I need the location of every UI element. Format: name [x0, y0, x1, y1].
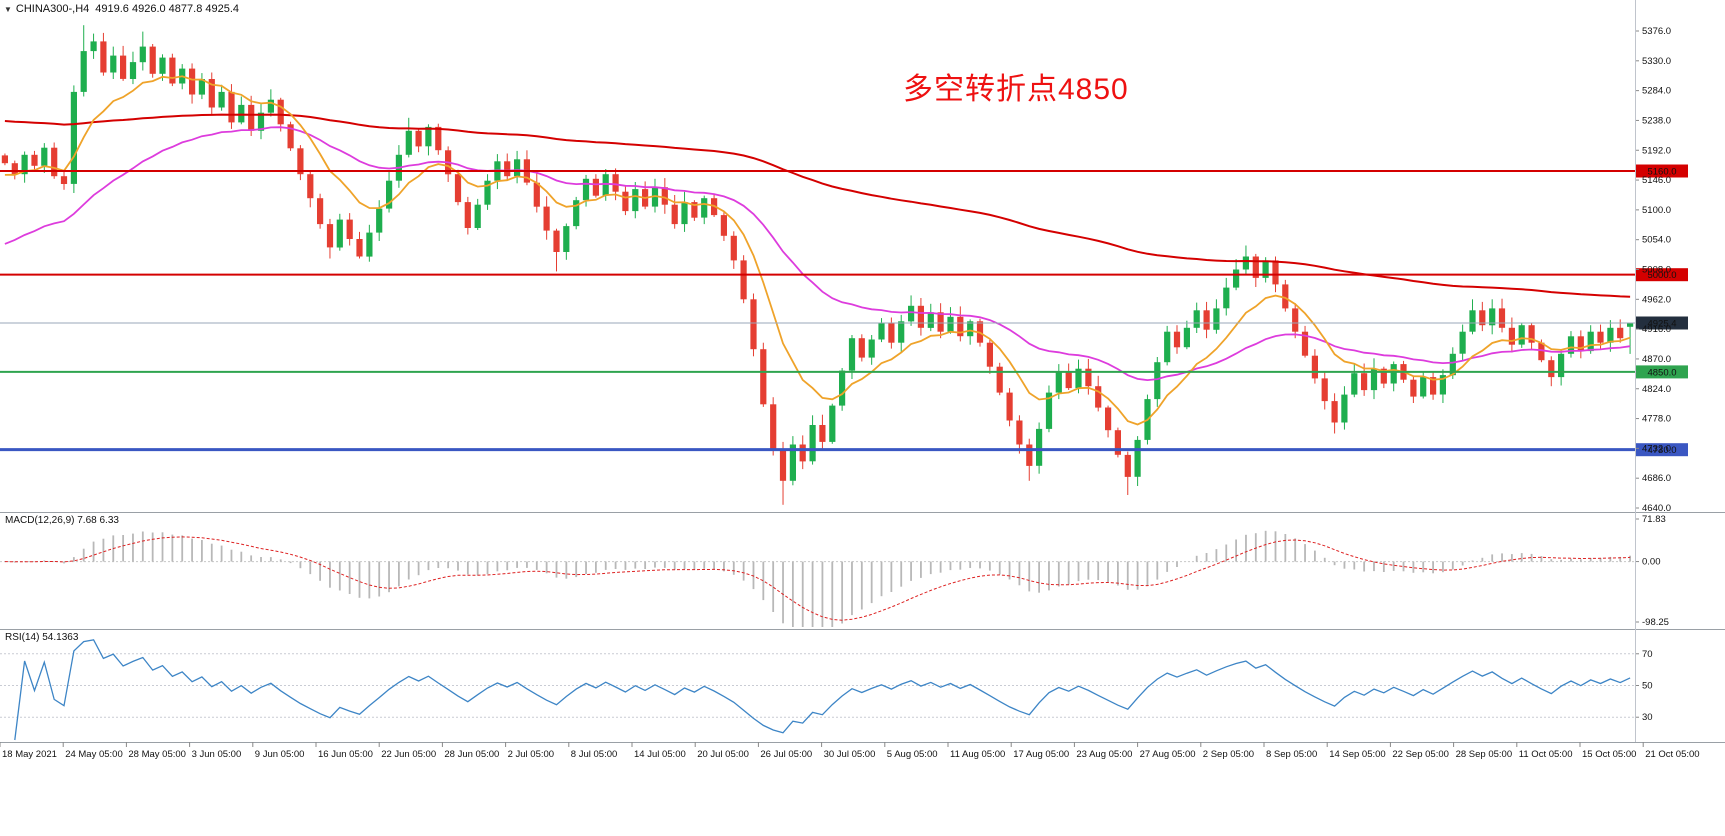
svg-text:5284.0: 5284.0: [1642, 86, 1671, 97]
svg-text:23 Aug 05:00: 23 Aug 05:00: [1076, 749, 1132, 760]
svg-text:28 Sep 05:00: 28 Sep 05:00: [1456, 749, 1513, 760]
svg-text:4824.0: 4824.0: [1642, 384, 1671, 395]
svg-text:14 Sep 05:00: 14 Sep 05:00: [1329, 749, 1386, 760]
svg-text:20 Jul 05:00: 20 Jul 05:00: [697, 749, 749, 760]
svg-text:5146.0: 5146.0: [1642, 175, 1671, 186]
time-axis: 18 May 2021 24 May 05:00 28 May 05:00 3 Jun…: [0, 742, 1700, 760]
svg-text:4730.0: 4730.0: [1647, 445, 1676, 456]
svg-text:4732.0: 4732.0: [1642, 443, 1671, 454]
svg-text:5008.0: 5008.0: [1642, 265, 1671, 276]
svg-text:27 Aug 05:00: 27 Aug 05:00: [1140, 749, 1196, 760]
panel-separators: [0, 0, 1725, 743]
chevron-down-icon[interactable]: ▼: [4, 5, 12, 14]
price-tag: 5160.0: [1636, 164, 1688, 178]
svg-text:2 Sep 05:00: 2 Sep 05:00: [1203, 749, 1254, 760]
price-tag: 4925.4: [1636, 316, 1688, 330]
quote-ohlc-values: 4919.6 4926.0 4877.8 4925.4: [95, 3, 240, 15]
svg-text:22 Sep 05:00: 22 Sep 05:00: [1392, 749, 1449, 760]
svg-text:26 Jul 05:00: 26 Jul 05:00: [760, 749, 812, 760]
svg-text:28 Jun 05:00: 28 Jun 05:00: [444, 749, 499, 760]
svg-text:30: 30: [1642, 712, 1653, 723]
svg-text:3 Jun 05:00: 3 Jun 05:00: [192, 749, 242, 760]
svg-text:30 Jul 05:00: 30 Jul 05:00: [824, 749, 876, 760]
svg-text:8 Sep 05:00: 8 Sep 05:00: [1266, 749, 1317, 760]
candles-layer: [1, 25, 1634, 505]
svg-text:5100.0: 5100.0: [1642, 205, 1671, 216]
ma-slow-red-line: [4, 113, 1631, 298]
svg-text:4916.0: 4916.0: [1642, 324, 1671, 335]
svg-text:22 Jun 05:00: 22 Jun 05:00: [381, 749, 436, 760]
svg-text:17 Aug 05:00: 17 Aug 05:00: [1013, 749, 1069, 760]
svg-text:15 Oct 05:00: 15 Oct 05:00: [1582, 749, 1636, 760]
annotation-text[interactable]: 多空转折点4850: [903, 73, 1129, 106]
svg-text:4778.0: 4778.0: [1642, 414, 1671, 425]
svg-text:8 Jul 05:00: 8 Jul 05:00: [571, 749, 617, 760]
svg-text:16 Jun 05:00: 16 Jun 05:00: [318, 749, 373, 760]
rsi-levels: 70 50 30: [0, 649, 1653, 723]
quote-line: ▼ CHINA300-,H4 4919.6 4926.0 4877.8 4925.4: [4, 3, 239, 15]
ma-fast-orange-line: [4, 75, 1631, 426]
svg-text:21 Oct 05:00: 21 Oct 05:00: [1645, 749, 1699, 760]
svg-text:5238.0: 5238.0: [1642, 115, 1671, 126]
svg-text:4870.0: 4870.0: [1642, 354, 1671, 365]
macd-axis: 71.83 0.00 -98.25: [1635, 514, 1669, 628]
price-tag: 4730.0: [1636, 443, 1688, 457]
svg-text:50: 50: [1642, 681, 1653, 692]
rsi-indicator-label: RSI(14) 54.1363: [5, 632, 79, 643]
svg-text:24 May 05:00: 24 May 05:00: [65, 749, 123, 760]
svg-text:5192.0: 5192.0: [1642, 145, 1671, 156]
svg-text:2 Jul 05:00: 2 Jul 05:00: [508, 749, 554, 760]
svg-text:71.83: 71.83: [1642, 514, 1666, 525]
svg-text:5330.0: 5330.0: [1642, 56, 1671, 67]
svg-text:5 Aug 05:00: 5 Aug 05:00: [887, 749, 938, 760]
svg-text:11 Oct 05:00: 11 Oct 05:00: [1519, 749, 1573, 760]
symbol-period-label: CHINA300-,H4: [15, 3, 90, 15]
svg-text:4640.0: 4640.0: [1642, 503, 1671, 514]
rsi-line: [14, 639, 1631, 741]
price-tag: 5000.0: [1636, 268, 1688, 282]
svg-text:5054.0: 5054.0: [1642, 235, 1671, 246]
price-tag: 4850.0: [1636, 365, 1688, 379]
svg-text:70: 70: [1642, 649, 1653, 660]
svg-text:4925.4: 4925.4: [1647, 319, 1676, 330]
price-axis: 5376.0 5330.0 5284.0 5238.0 5192.0 5146.0 5100…: [1635, 26, 1671, 514]
svg-text:9 Jun 05:00: 9 Jun 05:00: [255, 749, 305, 760]
svg-text:5000.0: 5000.0: [1647, 270, 1676, 281]
svg-text:5160.0: 5160.0: [1647, 166, 1676, 177]
svg-text:14 Jul 05:00: 14 Jul 05:00: [634, 749, 686, 760]
ma-mid-magenta-line: [4, 126, 1631, 382]
svg-text:-98.25: -98.25: [1642, 617, 1669, 628]
macd-histogram: [4, 530, 1631, 627]
svg-text:4850.0: 4850.0: [1647, 367, 1676, 378]
svg-text:28 May 05:00: 28 May 05:00: [128, 749, 186, 760]
svg-text:18 May 2021: 18 May 2021: [2, 749, 57, 760]
svg-text:4686.0: 4686.0: [1642, 473, 1671, 484]
svg-text:11 Aug 05:00: 11 Aug 05:00: [950, 749, 1005, 760]
svg-text:0.00: 0.00: [1642, 557, 1661, 568]
svg-text:5376.0: 5376.0: [1642, 26, 1671, 37]
macd-indicator-label: MACD(12,26,9) 7.68 6.33: [5, 515, 119, 526]
macd-signal-line: [4, 536, 1631, 621]
svg-text:4962.0: 4962.0: [1642, 294, 1671, 305]
